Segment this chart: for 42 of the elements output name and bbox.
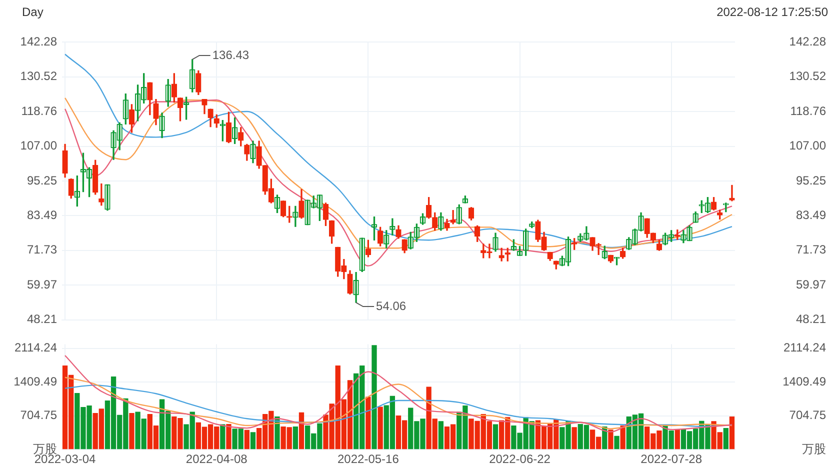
annotation: 136.43 [212,48,250,62]
y-tick-label: 130.52 [789,69,826,84]
bar [620,426,626,450]
y-tick-label: 71.73 [796,242,826,257]
bar [292,426,298,450]
bar [614,436,620,450]
bar [492,424,498,450]
bar [366,396,371,450]
y-tick-label: 118.76 [790,104,826,118]
bar [674,428,680,450]
annotation: 54.06 [376,298,406,313]
x-tick-label: 2022-05-16 [337,452,400,466]
chart-title: Day [22,5,44,19]
y-tick-label: 48.21 [796,312,826,326]
bar [372,345,377,450]
y-tick-label: 107.00 [789,138,826,153]
x-tick-label: 2022-07-28 [640,452,702,466]
y-tick-label: 万股 [33,442,57,456]
line-series [64,354,733,432]
y-tick-label: 142.28 [789,34,826,49]
bar [438,421,444,450]
x-tick-label: 2022-04-08 [186,452,248,466]
y-tick-label: 59.97 [796,277,826,292]
y-tick-label: 704.75 [20,408,58,422]
bar [129,413,134,450]
y-tick-label: 95.25 [796,173,826,188]
bar [378,406,383,450]
y-tick-label: 1409.49 [14,374,58,388]
y-tick-label: 2114.24 [14,340,58,355]
bar [244,430,250,450]
y-tick-label: 83.49 [796,208,826,222]
bar [723,428,728,450]
bar [608,430,614,450]
line-series [64,376,733,430]
x-tick-label: 2022-06-22 [489,452,551,466]
bar [226,424,232,450]
bar [572,427,577,450]
bar [729,416,735,450]
bar [298,412,304,450]
bar [250,432,256,450]
text: 2022-08-12 17:25:50 [716,5,828,19]
bar [220,424,226,450]
